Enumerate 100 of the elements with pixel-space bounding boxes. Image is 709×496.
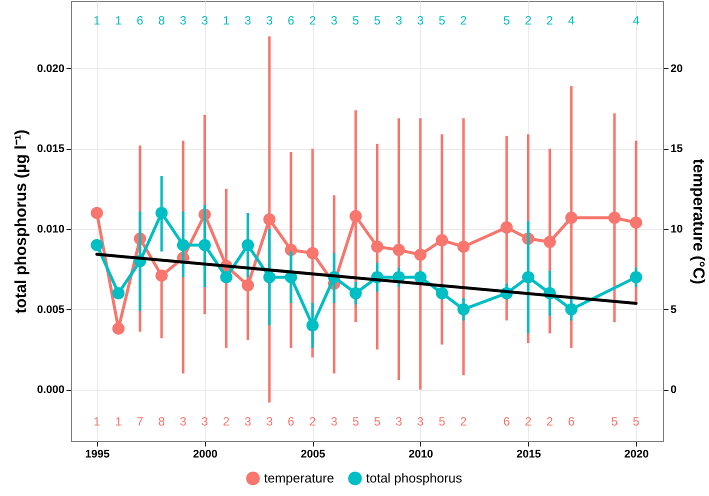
point	[263, 271, 276, 284]
annotation: 6	[288, 13, 295, 28]
annotation: 4	[632, 13, 640, 28]
y2-tick-label: 10	[670, 224, 683, 236]
y2-tick-label: 0	[670, 384, 677, 396]
point	[112, 287, 125, 300]
annotation: 5	[438, 13, 446, 28]
annotation: 6	[136, 13, 144, 28]
point	[414, 248, 426, 261]
point	[350, 210, 362, 222]
point	[306, 247, 319, 260]
annotation: 5	[374, 414, 381, 429]
point	[263, 213, 276, 226]
y-tick-label: 0.000	[36, 384, 64, 396]
annotation: 8	[158, 13, 166, 28]
annotation: 3	[244, 414, 252, 429]
point	[392, 244, 405, 256]
annotation: 3	[180, 414, 187, 429]
annotation: 1	[94, 414, 101, 429]
annotation: 2	[309, 414, 316, 429]
point	[198, 238, 211, 252]
annotation: 5	[374, 13, 381, 28]
annotation: 5	[611, 414, 618, 429]
annotation: 8	[158, 414, 166, 429]
annotation: 3	[180, 13, 187, 28]
x-tick-label: 2000	[192, 448, 218, 460]
annotation: 1	[222, 13, 230, 28]
point	[544, 236, 556, 248]
point	[414, 271, 426, 284]
annotation: 3	[330, 13, 338, 28]
point	[220, 271, 232, 284]
annotation: 6	[503, 414, 510, 429]
point	[608, 212, 621, 224]
annotation: 7	[136, 414, 144, 429]
annotation: 6	[288, 414, 295, 429]
point	[436, 234, 448, 246]
point	[630, 216, 642, 229]
y2-tick-label: 5	[670, 304, 677, 316]
annotation: 3	[395, 414, 402, 429]
point	[371, 240, 384, 253]
annotation: 1	[115, 13, 122, 28]
y2-tick-label: 15	[670, 143, 683, 156]
annotation: 3	[244, 13, 252, 28]
point	[242, 238, 254, 252]
annotation: 3	[201, 414, 208, 429]
annotation: 2	[546, 414, 554, 429]
point	[306, 319, 319, 332]
annotation: 5	[503, 13, 510, 28]
annotation: 2	[309, 13, 316, 28]
point	[177, 238, 190, 252]
x-tick-label: 1995	[85, 448, 110, 460]
annotation: 6	[568, 414, 575, 429]
legend-label: temperature	[264, 470, 334, 486]
annotation: 3	[417, 414, 424, 429]
point	[90, 206, 104, 220]
y-tick-label: 0.005	[36, 304, 64, 316]
point	[90, 238, 104, 252]
annotation: 3	[201, 13, 208, 28]
annotation: 2	[524, 13, 532, 28]
y2-tick-label: 20	[670, 62, 683, 75]
annotation: 2	[524, 414, 532, 429]
point	[457, 303, 470, 316]
point	[457, 240, 470, 253]
y-tick-label: 0.020	[36, 62, 64, 75]
annotation: 3	[395, 13, 402, 28]
annotation: 2	[546, 13, 554, 28]
annotation: 3	[417, 13, 424, 28]
annotation: 2	[460, 13, 468, 28]
point	[242, 279, 254, 292]
annotation: 5	[352, 13, 360, 28]
point	[350, 287, 362, 300]
point	[436, 287, 448, 300]
point	[155, 269, 168, 282]
point	[630, 271, 642, 284]
annotation: 5	[632, 414, 640, 429]
x-tick-label: 2015	[516, 448, 541, 460]
annotation: 2	[460, 414, 468, 429]
x-tick-label: 2020	[624, 448, 649, 460]
point	[522, 271, 534, 284]
point	[155, 206, 168, 220]
annotation: 3	[266, 13, 274, 28]
y-tick-label: 0.015	[36, 143, 64, 156]
legend-label: total phosphorus	[366, 470, 463, 486]
point	[112, 322, 125, 335]
x-tick-label: 2005	[300, 448, 326, 460]
y-axis-title: total phosphorus (µg l⁻¹)	[12, 130, 30, 314]
point	[565, 212, 578, 224]
y2-axis-title: temperature (°C)	[690, 158, 707, 284]
annotation: 1	[94, 13, 101, 28]
annotation: 3	[330, 414, 338, 429]
annotation: 5	[438, 414, 446, 429]
y-tick-label: 0.010	[36, 224, 64, 236]
point	[565, 303, 578, 316]
point	[500, 221, 513, 234]
annotation: 4	[568, 13, 575, 28]
annotation: 2	[222, 414, 230, 429]
annotation: 5	[352, 414, 360, 429]
annotation: 1	[115, 414, 122, 429]
x-tick-label: 2010	[408, 448, 434, 460]
annotation: 3	[266, 414, 274, 429]
